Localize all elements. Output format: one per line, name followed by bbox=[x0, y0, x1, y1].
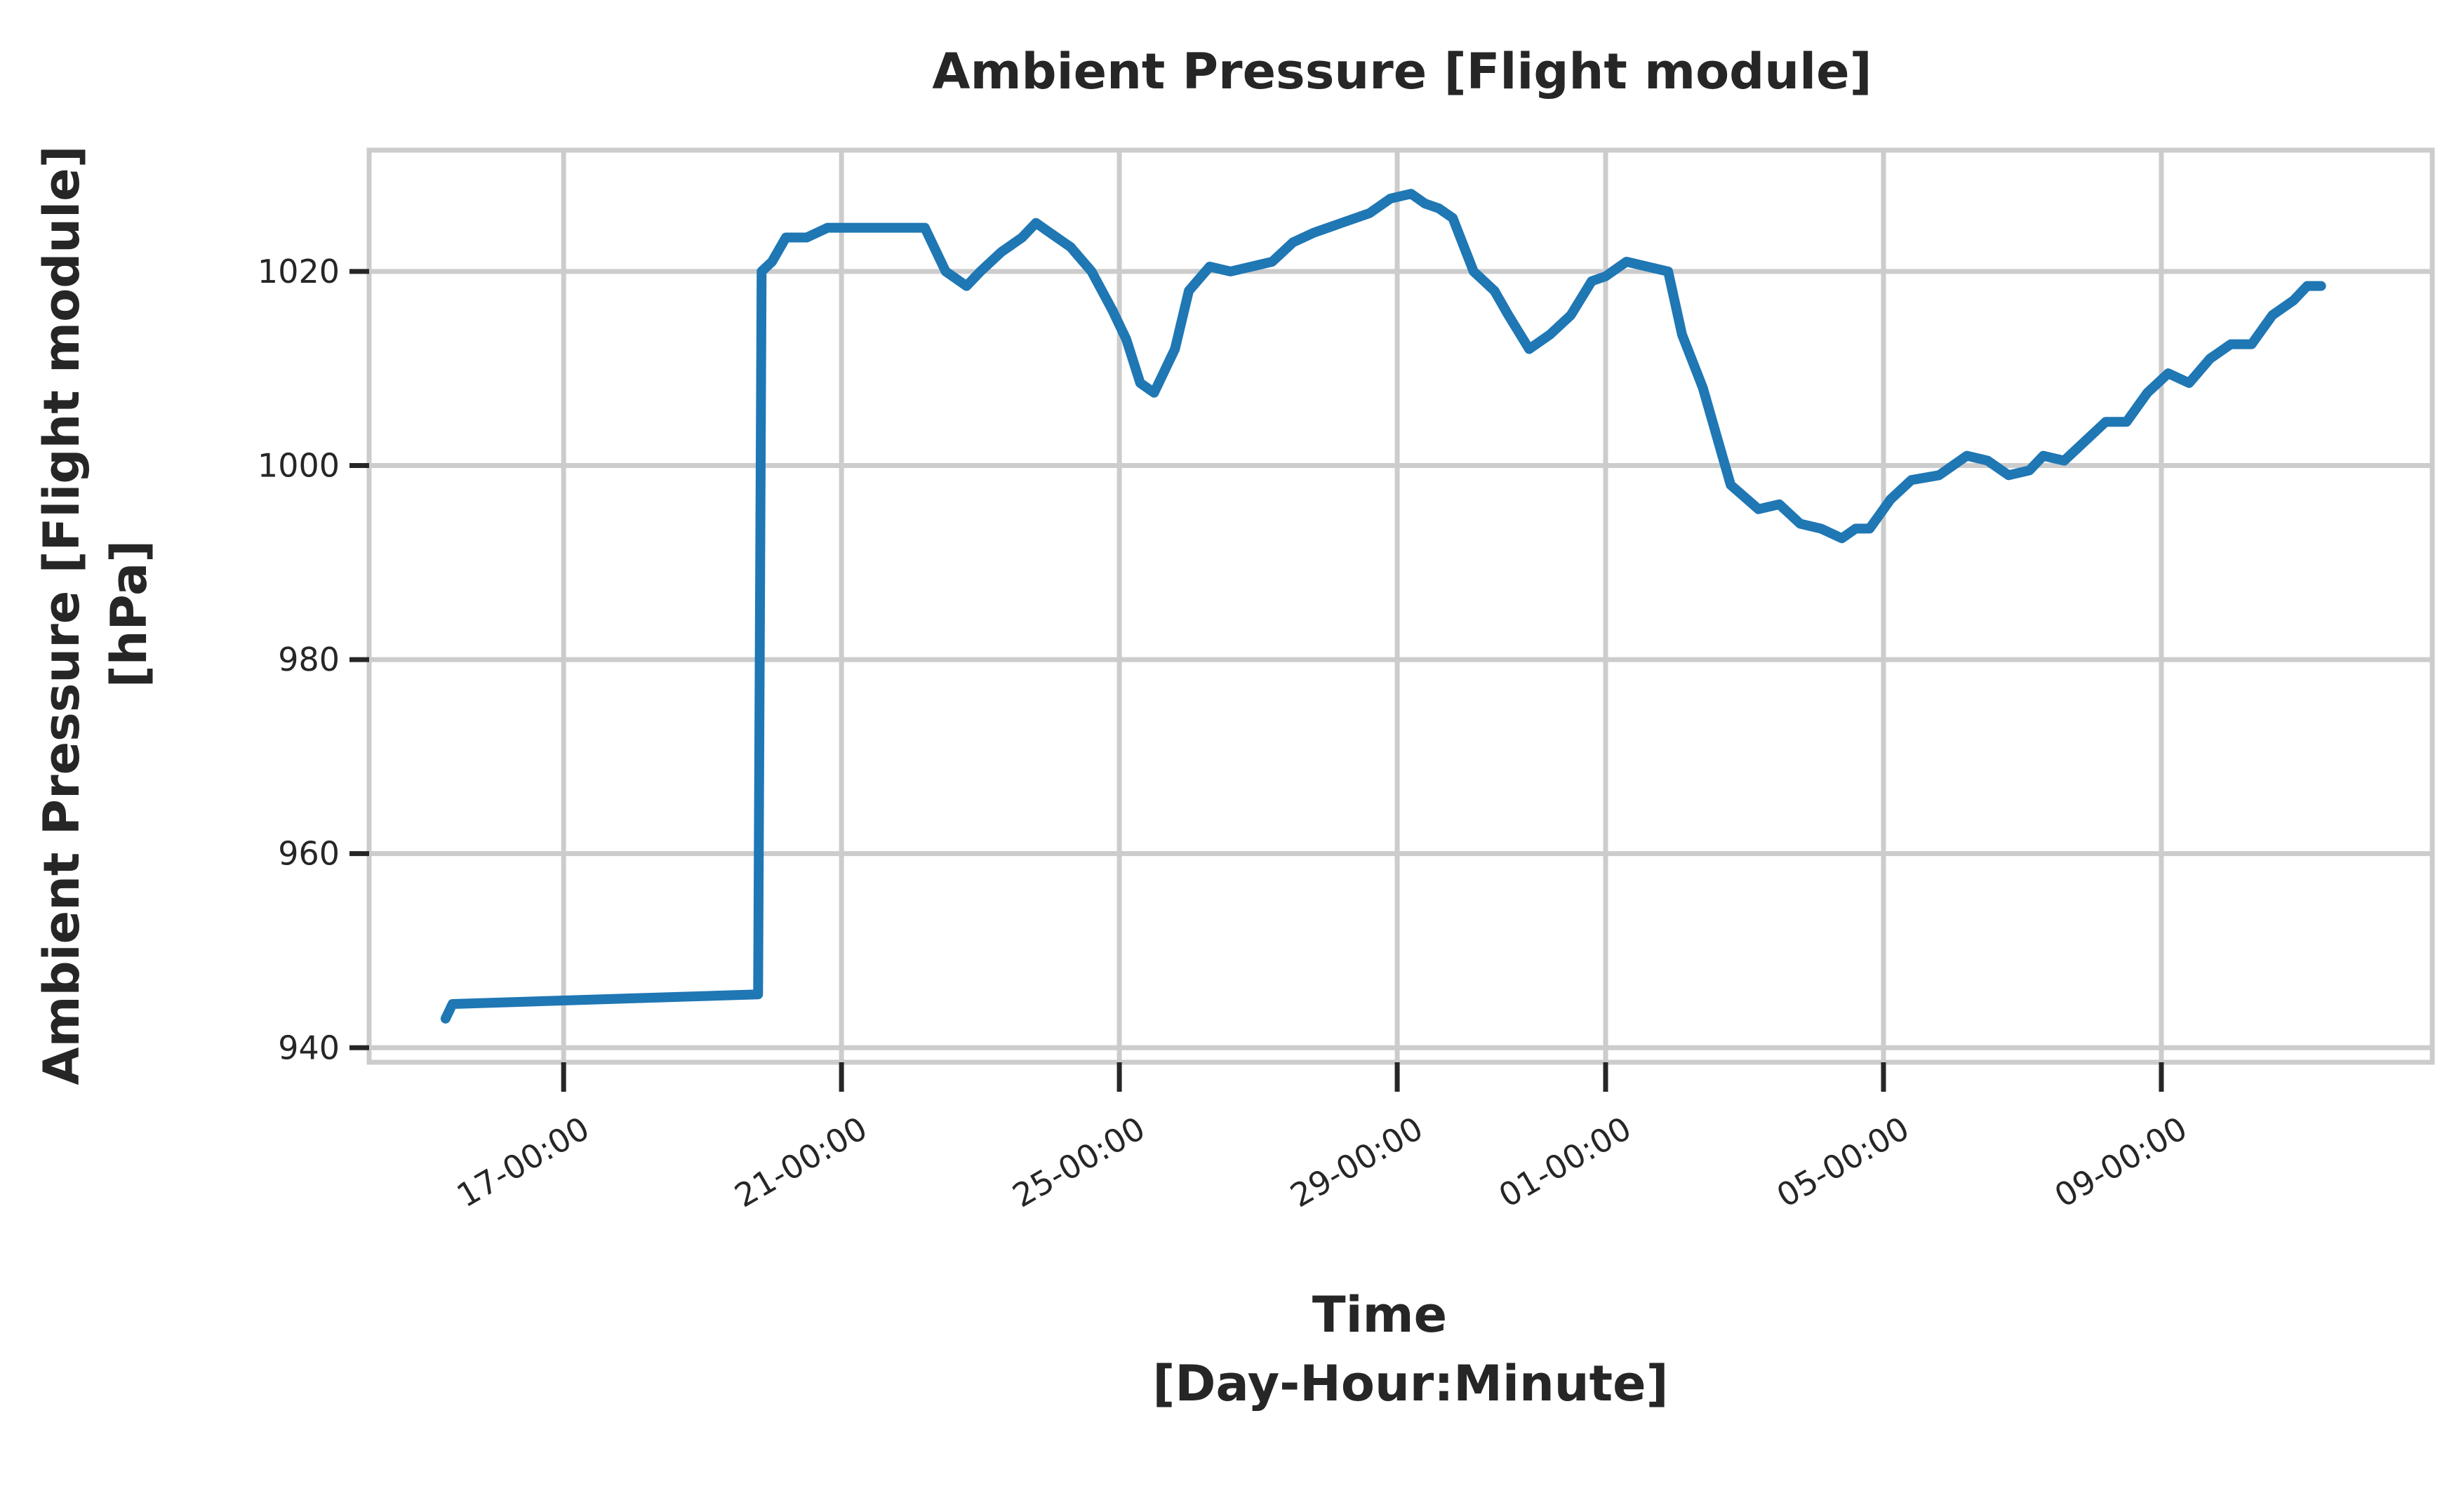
series-line-0 bbox=[440, 189, 2326, 1024]
y-axis-label-line-2: [hPa] bbox=[100, 540, 158, 688]
x-axis-label-line-2: [Day-Hour:Minute] bbox=[1152, 1355, 1668, 1412]
y-axis: 940 960 980 1000 1020 bbox=[258, 253, 369, 1066]
x-tick-label-1: 21-00:00 bbox=[728, 1109, 874, 1215]
x-tick-label-4: 01-00:00 bbox=[1493, 1109, 1638, 1215]
y-tick-label-2: 980 bbox=[278, 641, 340, 678]
y-tick-label-4: 1020 bbox=[258, 253, 340, 290]
y-tick-label-1: 960 bbox=[278, 835, 340, 873]
x-tick-label-6: 09-00:00 bbox=[2048, 1109, 2194, 1215]
grid bbox=[369, 150, 2432, 1062]
x-axis-label-line-1: Time bbox=[1312, 1286, 1447, 1344]
x-tick-label-3: 29-00:00 bbox=[1284, 1109, 1429, 1215]
y-tick-label-3: 1000 bbox=[258, 446, 340, 484]
plot-frame bbox=[366, 147, 2435, 1065]
x-axis: 17-00:00 21-00:00 25-00:00 29-00:00 01-00:00… bbox=[451, 1062, 2194, 1215]
series-layer bbox=[440, 189, 2326, 1024]
y-tick-label-0: 940 bbox=[278, 1029, 340, 1066]
x-tick-label-2: 25-00:00 bbox=[1006, 1109, 1152, 1215]
x-tick-label-0: 17-00:00 bbox=[451, 1109, 596, 1215]
x-tick-label-5: 05-00:00 bbox=[1771, 1109, 1916, 1215]
y-axis-label-line-1: Ambient Pressure [Flight module] bbox=[33, 145, 91, 1085]
chart-title: Ambient Pressure [Flight module] bbox=[932, 43, 1872, 100]
